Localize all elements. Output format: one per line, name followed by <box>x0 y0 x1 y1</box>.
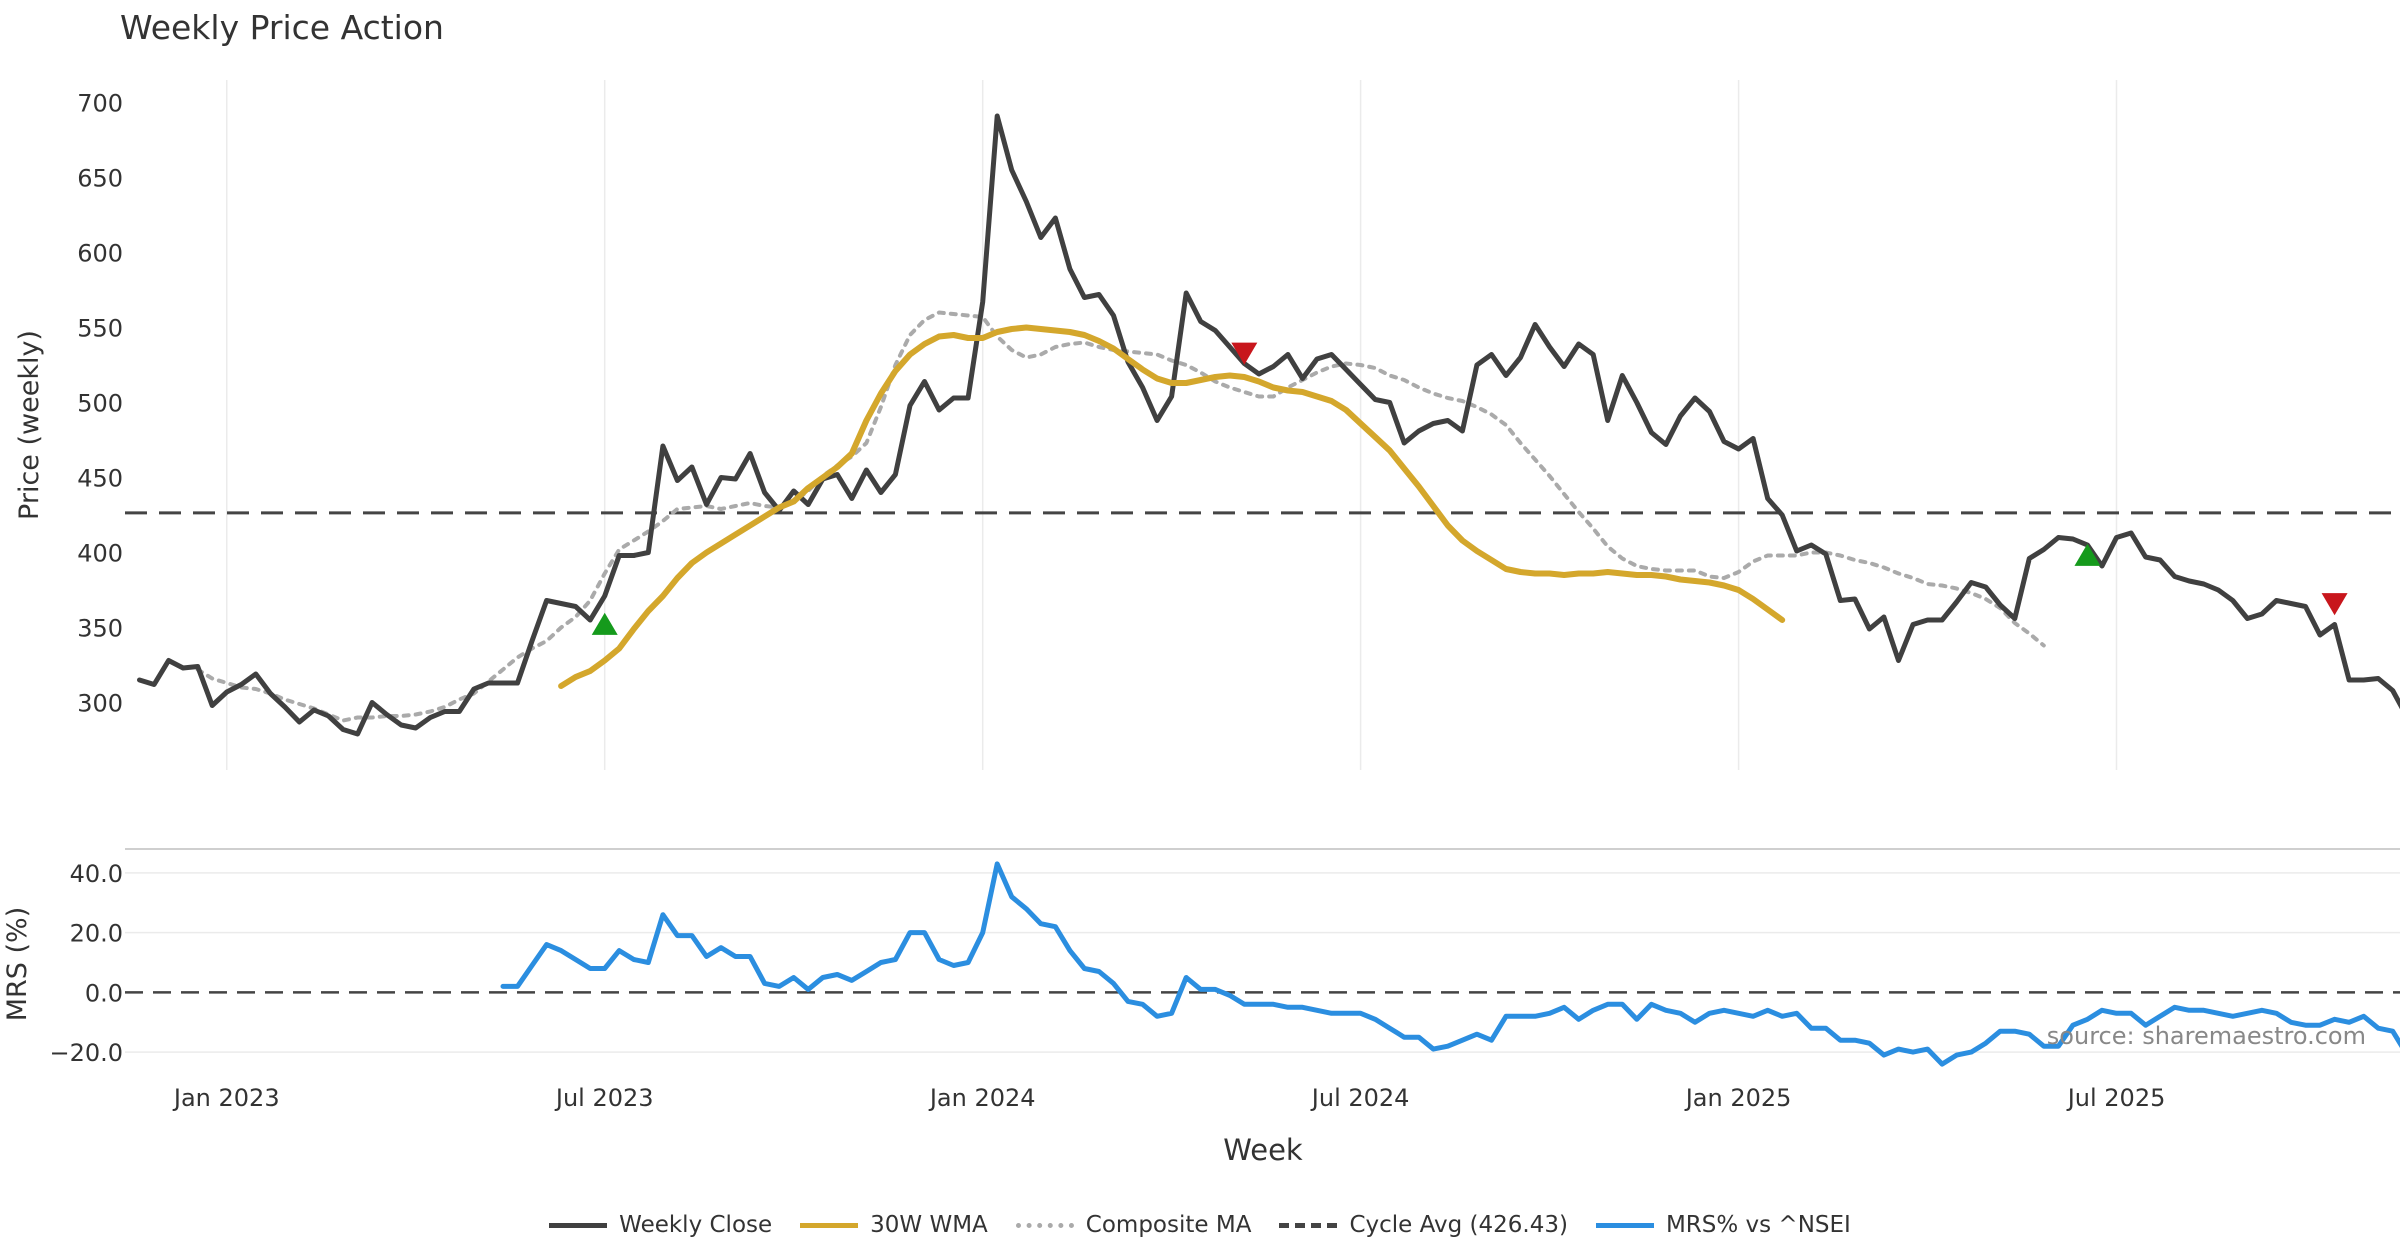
composite-ma-line <box>195 310 2046 723</box>
price-y-tick: 550 <box>77 315 123 343</box>
legend-swatch <box>1279 1222 1338 1228</box>
price-y-tick: 600 <box>77 240 123 268</box>
legend-swatch <box>1595 1222 1654 1228</box>
price-y-tick: 650 <box>77 165 123 193</box>
legend-label: Composite MA <box>1085 1212 1252 1238</box>
legend-label: 30W WMA <box>870 1212 988 1238</box>
legend-item-2: Composite MA <box>1015 1212 1252 1238</box>
price-y-tick: 350 <box>77 615 123 643</box>
x-tick-label: Jul 2025 <box>2066 1084 2166 1112</box>
signal-markers <box>591 342 2348 635</box>
x-tick-label: Jan 2023 <box>172 1084 280 1112</box>
legend-swatch <box>1015 1222 1074 1228</box>
mrs-y-axis-label: MRS (%) <box>2 907 33 1022</box>
legend-item-4: MRS% vs ^NSEI <box>1595 1212 1851 1238</box>
price-grid <box>226 80 2118 770</box>
legend-swatch <box>800 1222 859 1228</box>
legend-label: Cycle Avg (426.43) <box>1349 1212 1568 1238</box>
price-y-tick: 300 <box>77 690 123 718</box>
price-chart: 300 350 400 450 500 550 600 650 700 Price (weekl… <box>2 80 2400 1167</box>
x-tick-labels: Jan 2023 Jul 2023 Jan 2024 Jul 2024 Jan 2025… <box>172 1084 2165 1112</box>
legend-item-1: 30W WMA <box>800 1212 988 1238</box>
x-tick-label: Jul 2024 <box>1310 1084 1410 1112</box>
legend-label: Weekly Close <box>619 1212 773 1238</box>
wma-30w-line <box>558 324 1786 689</box>
buy-signal-marker-0 <box>591 612 618 635</box>
price-y-tick: 400 <box>77 540 123 568</box>
sell-signal-marker-1 <box>1231 342 1258 365</box>
buy-signal-marker-2 <box>2074 543 2101 566</box>
x-tick-label: Jan 2024 <box>928 1084 1036 1112</box>
legend: Weekly Close 30W WMA Composite MA Cycle Avg… <box>0 1212 2400 1238</box>
price-y-axis-label: Price (weekly) <box>14 330 45 520</box>
weekly-close-line <box>137 113 2400 737</box>
mrs-y-tick: 0.0 <box>85 979 123 1007</box>
sell-signal-marker-3 <box>2321 593 2348 616</box>
legend-item-3: Cycle Avg (426.43) <box>1279 1212 1568 1238</box>
price-y-tick: 500 <box>77 390 123 418</box>
mrs-series <box>125 861 2400 1067</box>
x-tick-label: Jul 2023 <box>554 1084 654 1112</box>
price-y-tick: 450 <box>77 465 123 493</box>
mrs-grid <box>125 872 2400 1053</box>
x-tick-label: Jan 2025 <box>1684 1084 1792 1112</box>
source-annotation: source: sharemaestro.com <box>2047 1022 2366 1050</box>
legend-swatch <box>549 1222 608 1228</box>
mrs-y-tick: −20.0 <box>49 1039 123 1067</box>
mrs-y-ticks: 40.0 20.0 0.0 −20.0 <box>49 860 123 1067</box>
x-axis-label: Week <box>1223 1133 1303 1167</box>
price-series <box>125 113 2400 737</box>
legend-label: MRS% vs ^NSEI <box>1665 1212 1851 1238</box>
mrs-y-tick: 20.0 <box>70 920 123 948</box>
chart-title: Weekly Price Action <box>120 8 444 47</box>
mrs-y-tick: 40.0 <box>70 860 123 888</box>
price-y-ticks: 300 350 400 450 500 550 600 650 700 <box>77 90 123 718</box>
legend-item-0: Weekly Close <box>549 1212 772 1238</box>
price-y-tick: 700 <box>77 90 123 118</box>
mrs-line <box>500 861 2400 1067</box>
